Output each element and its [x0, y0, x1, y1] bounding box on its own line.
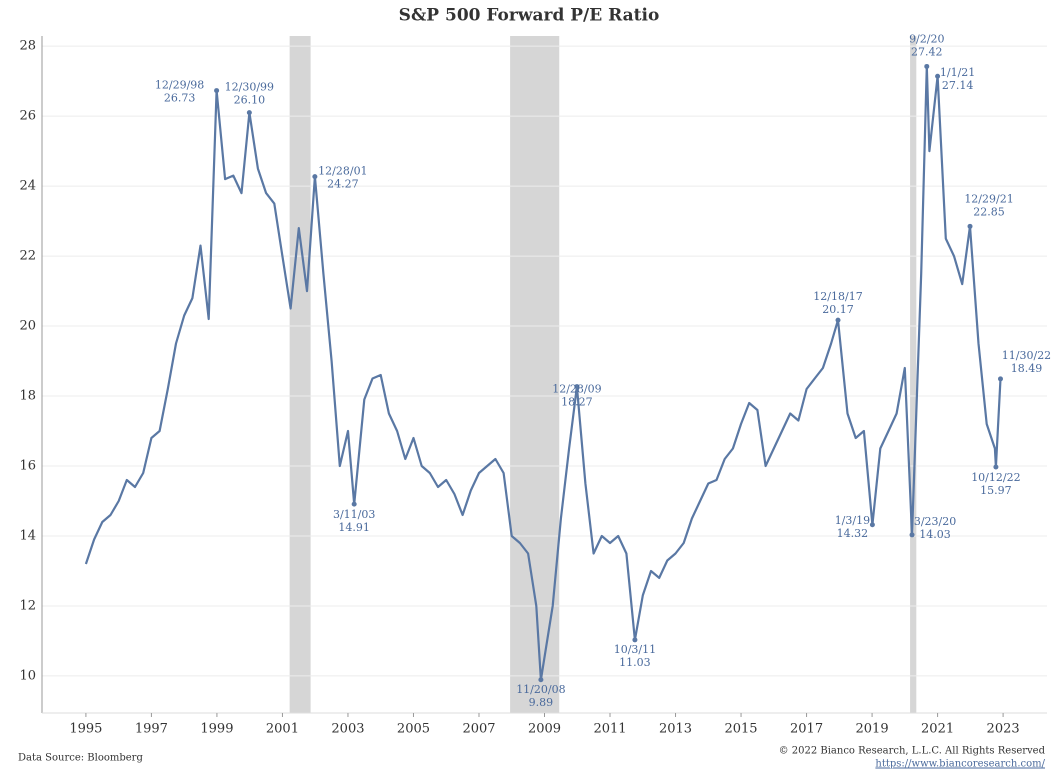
y-tick-label: 14: [19, 528, 36, 543]
annotation-point: [632, 637, 638, 643]
annotation-date: 3/11/03: [333, 508, 375, 521]
x-tick-label: 1995: [69, 722, 102, 737]
annotation-date: 12/18/17: [813, 290, 862, 303]
annotation-point: [935, 73, 941, 79]
x-tick-label: 2015: [724, 722, 757, 737]
url[interactable]: https://www.biancoresearch.com/: [875, 759, 1045, 770]
annotation-value: 27.42: [911, 45, 943, 58]
annotation-date: 10/12/22: [971, 471, 1020, 484]
copyright: © 2022 Bianco Research, L.L.C. All Right…: [779, 746, 1046, 757]
annotation-point: [924, 63, 930, 69]
x-tick-label: 2023: [987, 722, 1020, 737]
y-tick-label: 20: [19, 319, 36, 334]
y-tick-label: 16: [19, 458, 36, 473]
annotation-value: 26.10: [234, 94, 266, 107]
x-tick-label: 2003: [331, 722, 364, 737]
x-tick-label: 2021: [921, 722, 954, 737]
x-tick-label: 2009: [528, 722, 561, 737]
annotation-point: [997, 376, 1003, 382]
annotation-date: 3/23/20: [914, 515, 956, 528]
annotation-date: 10/3/11: [614, 643, 656, 656]
annotation-value: 24.27: [327, 178, 359, 191]
annotation-date: 12/30/99: [225, 81, 274, 94]
x-tick-label: 2017: [790, 722, 823, 737]
y-tick-label: 24: [19, 179, 36, 194]
y-tick-label: 28: [19, 39, 36, 54]
x-tick-label: 2005: [397, 722, 430, 737]
annotation-point: [538, 677, 544, 683]
annotation-point: [993, 464, 999, 470]
recession-band: [289, 36, 311, 713]
annotation-date: 12/29/98: [155, 79, 204, 92]
x-tick-label: 1997: [135, 722, 168, 737]
annotation-point: [909, 532, 915, 538]
x-tick-label: 2013: [659, 722, 692, 737]
x-tick-label: 2001: [266, 722, 299, 737]
annotation-value: 14.91: [338, 521, 370, 534]
y-tick-label: 18: [19, 389, 36, 404]
annotation-value: 9.89: [529, 696, 554, 709]
annotation-point: [869, 522, 875, 528]
annotation-value: 11.03: [619, 656, 651, 669]
y-tick-label: 10: [19, 668, 36, 683]
annotation-point: [351, 501, 357, 507]
x-tick-label: 2019: [856, 722, 889, 737]
annotation-value: 15.97: [980, 484, 1012, 497]
annotation-value: 20.17: [822, 303, 854, 316]
x-tick-label: 2011: [593, 722, 626, 737]
annotation-point: [214, 88, 220, 94]
annotation-value: 18.49: [1011, 362, 1043, 375]
annotation-value: 14.32: [837, 527, 869, 540]
annotation-value: 18.27: [561, 396, 593, 409]
annotation-point: [574, 384, 580, 390]
annotation-value: 14.03: [919, 528, 951, 541]
annotation-value: 26.73: [164, 92, 196, 105]
annotation-point: [312, 174, 318, 180]
recession-band: [910, 36, 917, 713]
x-tick-label: 2007: [462, 722, 495, 737]
y-tick-label: 12: [19, 598, 36, 613]
annotation-date: 12/29/21: [964, 192, 1013, 205]
annotation-value: 27.14: [942, 79, 974, 92]
annotation-date: 12/28/01: [318, 165, 367, 178]
source: Data Source: Bloomberg: [18, 753, 143, 764]
annotation-date: 11/20/08: [516, 683, 565, 696]
y-tick-label: 22: [19, 249, 36, 264]
annotation-value: 22.85: [973, 205, 1005, 218]
line: [84, 65, 1002, 681]
annotation-point: [835, 317, 841, 323]
annotation-date: 11/30/22: [1002, 349, 1051, 362]
annotation-point: [967, 223, 973, 229]
annotation-date: 1/1/21: [940, 66, 975, 79]
y-tick-label: 26: [19, 109, 36, 124]
x-tick-label: 1999: [200, 722, 233, 737]
annotation-point: [246, 110, 252, 116]
chart-title: S&P 500 Forward P/E Ratio: [399, 6, 660, 26]
annotation-date: 1/3/19: [835, 514, 870, 527]
annotation-date: 9/2/20: [909, 32, 944, 45]
annotation-date: 12/28/09: [552, 383, 601, 396]
